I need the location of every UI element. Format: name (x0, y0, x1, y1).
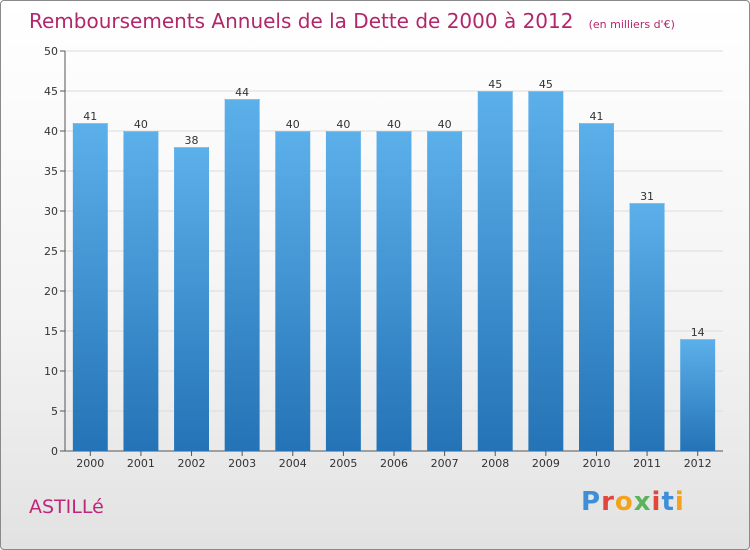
x-tick-label: 2006 (380, 457, 408, 470)
logo-letter: x (633, 487, 652, 517)
axes: 0 5 10 15 20 25 30 35 40 45 50 2000 2001 2002 2003 2004… (44, 45, 723, 470)
bar (578, 123, 614, 451)
bar-data-label: 38 (185, 134, 199, 147)
bar (427, 131, 463, 451)
bar (376, 131, 412, 451)
x-tick-label: 2007 (431, 457, 459, 470)
bar-data-label: 40 (134, 118, 148, 131)
data-labels: 41 40 38 44 40 40 40 40 45 45 41 31 14 (83, 78, 704, 339)
chart-title: Remboursements Annuels de la Dette de 20… (29, 9, 574, 33)
bar (275, 131, 311, 451)
bar (629, 203, 665, 451)
logo-letter: o (614, 487, 634, 517)
bar-data-label: 41 (83, 110, 97, 123)
y-tick-label: 35 (44, 165, 58, 178)
x-tick-label: 2009 (532, 457, 560, 470)
commune-name: ASTILLé (29, 496, 104, 518)
x-tick-label: 2002 (178, 457, 206, 470)
logo-letter: i (674, 487, 685, 517)
x-tick-label: 2004 (279, 457, 307, 470)
y-tick-label: 30 (44, 205, 58, 218)
bar-data-label: 40 (336, 118, 350, 131)
logo-letter: t (661, 487, 675, 517)
x-tick-label: 2010 (582, 457, 610, 470)
x-tick-label: 2012 (684, 457, 712, 470)
bar (680, 339, 716, 451)
logo-letter: r (601, 487, 615, 517)
y-tick-label: 5 (51, 405, 58, 418)
bar-data-label: 40 (286, 118, 300, 131)
y-tick-label: 45 (44, 85, 58, 98)
bar-data-label: 14 (691, 326, 705, 339)
y-tick-label: 10 (44, 365, 58, 378)
chart-unit-note: (en milliers d'€) (588, 18, 675, 31)
logo-letter: P (581, 487, 602, 517)
y-tick-label: 20 (44, 285, 58, 298)
bar (477, 91, 513, 451)
x-tick-label: 2011 (633, 457, 661, 470)
bar (528, 91, 564, 451)
y-tick-label: 40 (44, 125, 58, 138)
x-tick-label: 2005 (329, 457, 357, 470)
y-tick-label: 0 (51, 445, 58, 458)
bar-data-label: 40 (387, 118, 401, 131)
y-tick-label: 15 (44, 325, 58, 338)
bar (174, 147, 210, 451)
bar-data-label: 45 (488, 78, 502, 91)
y-tick-label: 25 (44, 245, 58, 258)
y-tick-label: 50 (44, 45, 58, 58)
x-tick-label: 2001 (127, 457, 155, 470)
bar (224, 99, 260, 451)
bar-data-label: 31 (640, 190, 654, 203)
x-tick-label: 2008 (481, 457, 509, 470)
bar (325, 131, 361, 451)
bar-data-label: 45 (539, 78, 553, 91)
bar-data-label: 40 (438, 118, 452, 131)
bar (72, 123, 108, 451)
logo-letter: i (651, 487, 662, 517)
bar-data-label: 44 (235, 86, 249, 99)
proxiti-logo[interactable]: Proxiti (581, 487, 685, 517)
bars (72, 91, 716, 451)
title-row: Remboursements Annuels de la Dette de 20… (29, 9, 675, 33)
x-tick-label: 2000 (76, 457, 104, 470)
x-tick-label: 2003 (228, 457, 256, 470)
bar-data-label: 41 (589, 110, 603, 123)
bar (123, 131, 159, 451)
